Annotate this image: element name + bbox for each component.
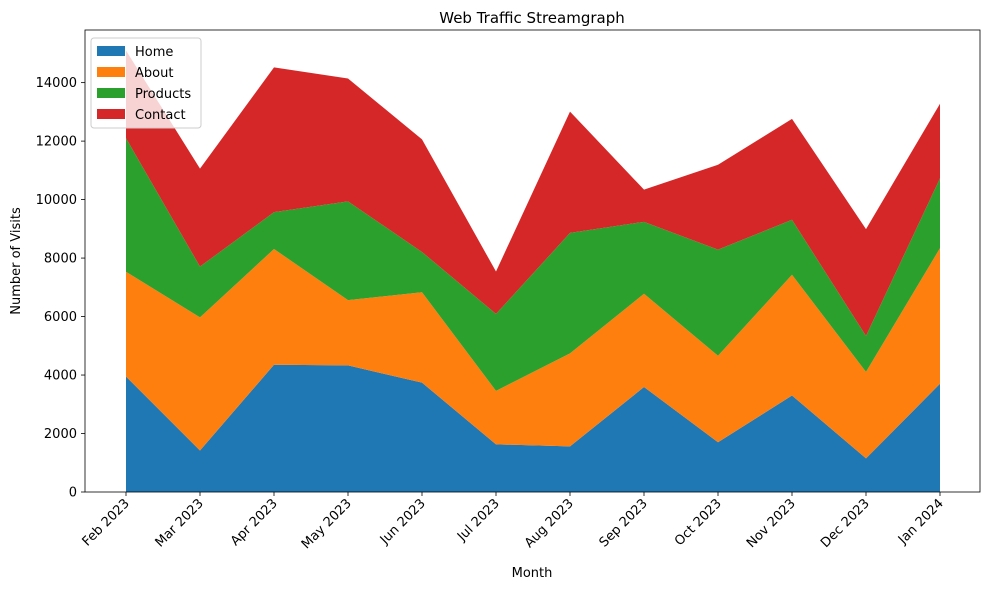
y-tick-label: 6000 xyxy=(44,310,77,325)
y-axis-label: Number of Visits xyxy=(9,207,24,315)
legend: Home About Products Contact xyxy=(90,37,202,129)
plot-area xyxy=(126,50,940,492)
chart-title: Web Traffic Streamgraph xyxy=(439,9,625,27)
y-tick-label: 0 xyxy=(69,486,77,501)
legend-swatch-contact xyxy=(97,109,125,119)
y-tick-label: 10000 xyxy=(36,193,77,208)
x-tick-label: Feb 2023 xyxy=(80,496,133,549)
y-axis: 0 2000 4000 6000 8000 10000 12000 14000 xyxy=(36,76,85,501)
plot-frame xyxy=(84,29,981,493)
y-tick-label: 2000 xyxy=(44,427,77,442)
area-about xyxy=(126,248,940,459)
legend-label-about: About xyxy=(135,66,173,81)
x-axis-label: Month xyxy=(512,566,553,581)
area-home xyxy=(126,364,940,492)
area-products xyxy=(126,138,940,391)
legend-label-home: Home xyxy=(135,45,173,60)
y-tick-label: 8000 xyxy=(44,252,77,267)
x-tick-label: Aug 2023 xyxy=(522,496,577,551)
legend-label-products: Products xyxy=(135,87,191,102)
legend-swatch-home xyxy=(97,46,125,56)
x-axis: Feb 2023 Mar 2023 Apr 2023 May 2023 Jun 2023… xyxy=(80,492,947,552)
x-tick-label: Dec 2023 xyxy=(818,496,873,551)
x-tick-label: Oct 2023 xyxy=(672,496,725,549)
x-tick-label: Sep 2023 xyxy=(597,496,651,550)
legend-swatch-products xyxy=(97,88,125,98)
legend-label-contact: Contact xyxy=(135,108,186,123)
area-contact xyxy=(126,50,940,336)
legend-swatch-about xyxy=(97,67,125,77)
x-tick-label: Jan 2024 xyxy=(895,496,947,548)
x-tick-label: Jul 2023 xyxy=(454,496,503,545)
x-tick-label: Jun 2023 xyxy=(377,496,429,548)
x-tick-label: Apr 2023 xyxy=(228,496,281,549)
x-tick-label: Nov 2023 xyxy=(744,496,799,551)
legend-box xyxy=(90,37,202,129)
y-tick-label: 12000 xyxy=(36,135,77,150)
y-tick-label: 14000 xyxy=(36,76,77,91)
y-tick-label: 4000 xyxy=(44,369,77,384)
x-tick-label: Mar 2023 xyxy=(153,496,207,550)
x-tick-label: May 2023 xyxy=(299,496,355,552)
